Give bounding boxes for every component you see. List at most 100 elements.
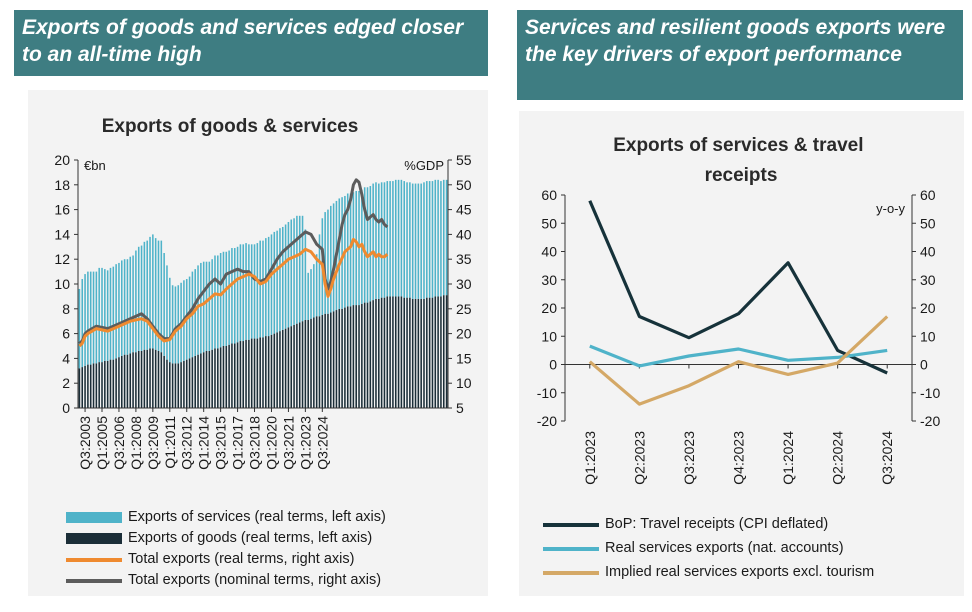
- x-axis-tick-label: Q2:2023: [631, 431, 647, 485]
- goods-bar: [149, 348, 151, 408]
- excl-tourism-line: [588, 315, 889, 406]
- line-series-group: [588, 200, 889, 406]
- goods-bar: [183, 360, 185, 408]
- goods-bar: [129, 353, 132, 408]
- services-bar: [154, 238, 157, 350]
- services-bar: [160, 240, 163, 353]
- left-axis-tick-label: 60: [541, 187, 557, 203]
- total-exports-real-line: [78, 237, 389, 348]
- left-axis-tick-label: 10: [54, 276, 70, 292]
- services-bar: [140, 245, 143, 351]
- services-bar: [166, 265, 168, 360]
- services-bar: [126, 259, 129, 355]
- right-axis-tick-label: 5: [456, 400, 464, 416]
- services-bar: [389, 181, 391, 297]
- x-axis-tick-label: Q3:2018: [247, 416, 263, 470]
- left-axis-tick-label: 20: [54, 152, 70, 168]
- services-bar: [233, 248, 236, 344]
- left-axis-tick-label: 0: [62, 400, 70, 416]
- goods-bar: [375, 298, 377, 408]
- right-axis-tick-label: 50: [456, 177, 472, 193]
- bar-series-group: [78, 179, 448, 408]
- goods-bar: [403, 297, 405, 408]
- services-bar: [225, 251, 228, 346]
- services-bar: [95, 271, 98, 364]
- services-bar: [403, 181, 405, 298]
- goods-bar: [307, 319, 309, 408]
- goods-bar: [202, 352, 205, 408]
- services-bar: [112, 266, 115, 360]
- services-bar: [338, 198, 341, 309]
- services-bar: [214, 255, 216, 349]
- goods-bar: [253, 338, 256, 408]
- right-axis-tick-label: 40: [920, 244, 936, 260]
- goods-bar: [163, 355, 165, 408]
- axes-group: -20 -20 -10 -10 0 0 10 10 20 20 30 30 40 40 50 50 60 60 Q1…: [537, 187, 941, 485]
- goods-bar: [222, 346, 225, 408]
- services-bar: [242, 244, 245, 342]
- services-bar: [327, 209, 329, 314]
- left-heading-banner: Exports of goods and services edged clos…: [14, 10, 488, 76]
- left-axis-tick-label: 10: [541, 328, 557, 344]
- goods-bar: [211, 349, 213, 408]
- goods-bar: [245, 339, 247, 408]
- goods-bar: [95, 363, 98, 408]
- services-bar: [397, 179, 400, 297]
- goods-bar: [123, 354, 126, 408]
- right-axis-tick-label: 30: [456, 276, 472, 292]
- services-bar: [313, 264, 315, 318]
- services-bar: [400, 179, 403, 297]
- services-bar: [81, 279, 84, 368]
- goods-bar: [372, 300, 374, 408]
- legend-label-real-services: Real services exports (nat. accounts): [605, 540, 844, 556]
- goods-bar: [228, 344, 230, 408]
- x-axis-tick-label: Q1:2023: [582, 431, 598, 485]
- chart-title: Exports of goods & services: [102, 116, 359, 137]
- x-axis-tick-label: Q3:2024: [879, 431, 895, 485]
- goods-bar: [239, 341, 242, 408]
- goods-bar: [180, 362, 182, 408]
- legend-swatch-real-services: [543, 547, 599, 551]
- left-heading: Exports of goods and services edged clos…: [22, 16, 464, 66]
- goods-bar: [160, 352, 163, 408]
- left-axis-unit: €bn: [84, 158, 106, 173]
- goods-bar: [363, 302, 366, 408]
- left-axis-tick-label: 4: [62, 350, 70, 366]
- goods-bar: [290, 326, 293, 408]
- goods-bar: [174, 363, 177, 408]
- goods-bar: [437, 296, 439, 408]
- x-axis-tick-label: Q1:2014: [196, 416, 212, 470]
- goods-bar: [414, 298, 417, 408]
- x-axis-tick-label: Q3:2006: [111, 416, 127, 470]
- goods-bar: [154, 349, 157, 408]
- goods-bar: [259, 337, 261, 408]
- services-bar: [281, 226, 284, 330]
- right-axis-tick-label: 10: [920, 328, 936, 344]
- goods-bar: [428, 297, 431, 408]
- chart-legend: BoP: Travel receipts (CPI deflated) Real…: [543, 515, 963, 587]
- services-bar: [239, 244, 242, 342]
- services-bar: [330, 205, 332, 313]
- goods-bar: [171, 363, 174, 408]
- right-axis-tick-label: 60: [920, 187, 936, 203]
- services-bar: [307, 272, 309, 320]
- goods-bar: [281, 329, 284, 408]
- legend-label-travel: BoP: Travel receipts (CPI deflated): [605, 516, 829, 532]
- goods-bar: [205, 350, 208, 408]
- legend-swatch-total-nominal: [66, 579, 122, 583]
- x-axis-tick-label: Q1:2005: [94, 416, 110, 470]
- goods-bar: [250, 338, 253, 408]
- services-bar: [267, 236, 270, 337]
- right-axis-tick-label: 55: [456, 152, 472, 168]
- x-axis-tick-label: Q3:2021: [280, 416, 296, 470]
- services-bar: [197, 265, 199, 355]
- services-bar: [304, 229, 307, 320]
- goods-bar: [106, 360, 109, 408]
- goods-bar: [296, 323, 298, 408]
- x-axis-tick-label: Q1:2020: [263, 416, 279, 470]
- services-bar: [174, 286, 177, 364]
- x-axis-tick-label: Q4:2023: [731, 431, 747, 485]
- x-axis-tick-label: Q1:2024: [780, 431, 796, 485]
- right-axis-tick-label: 45: [456, 202, 472, 218]
- goods-bar: [219, 347, 222, 408]
